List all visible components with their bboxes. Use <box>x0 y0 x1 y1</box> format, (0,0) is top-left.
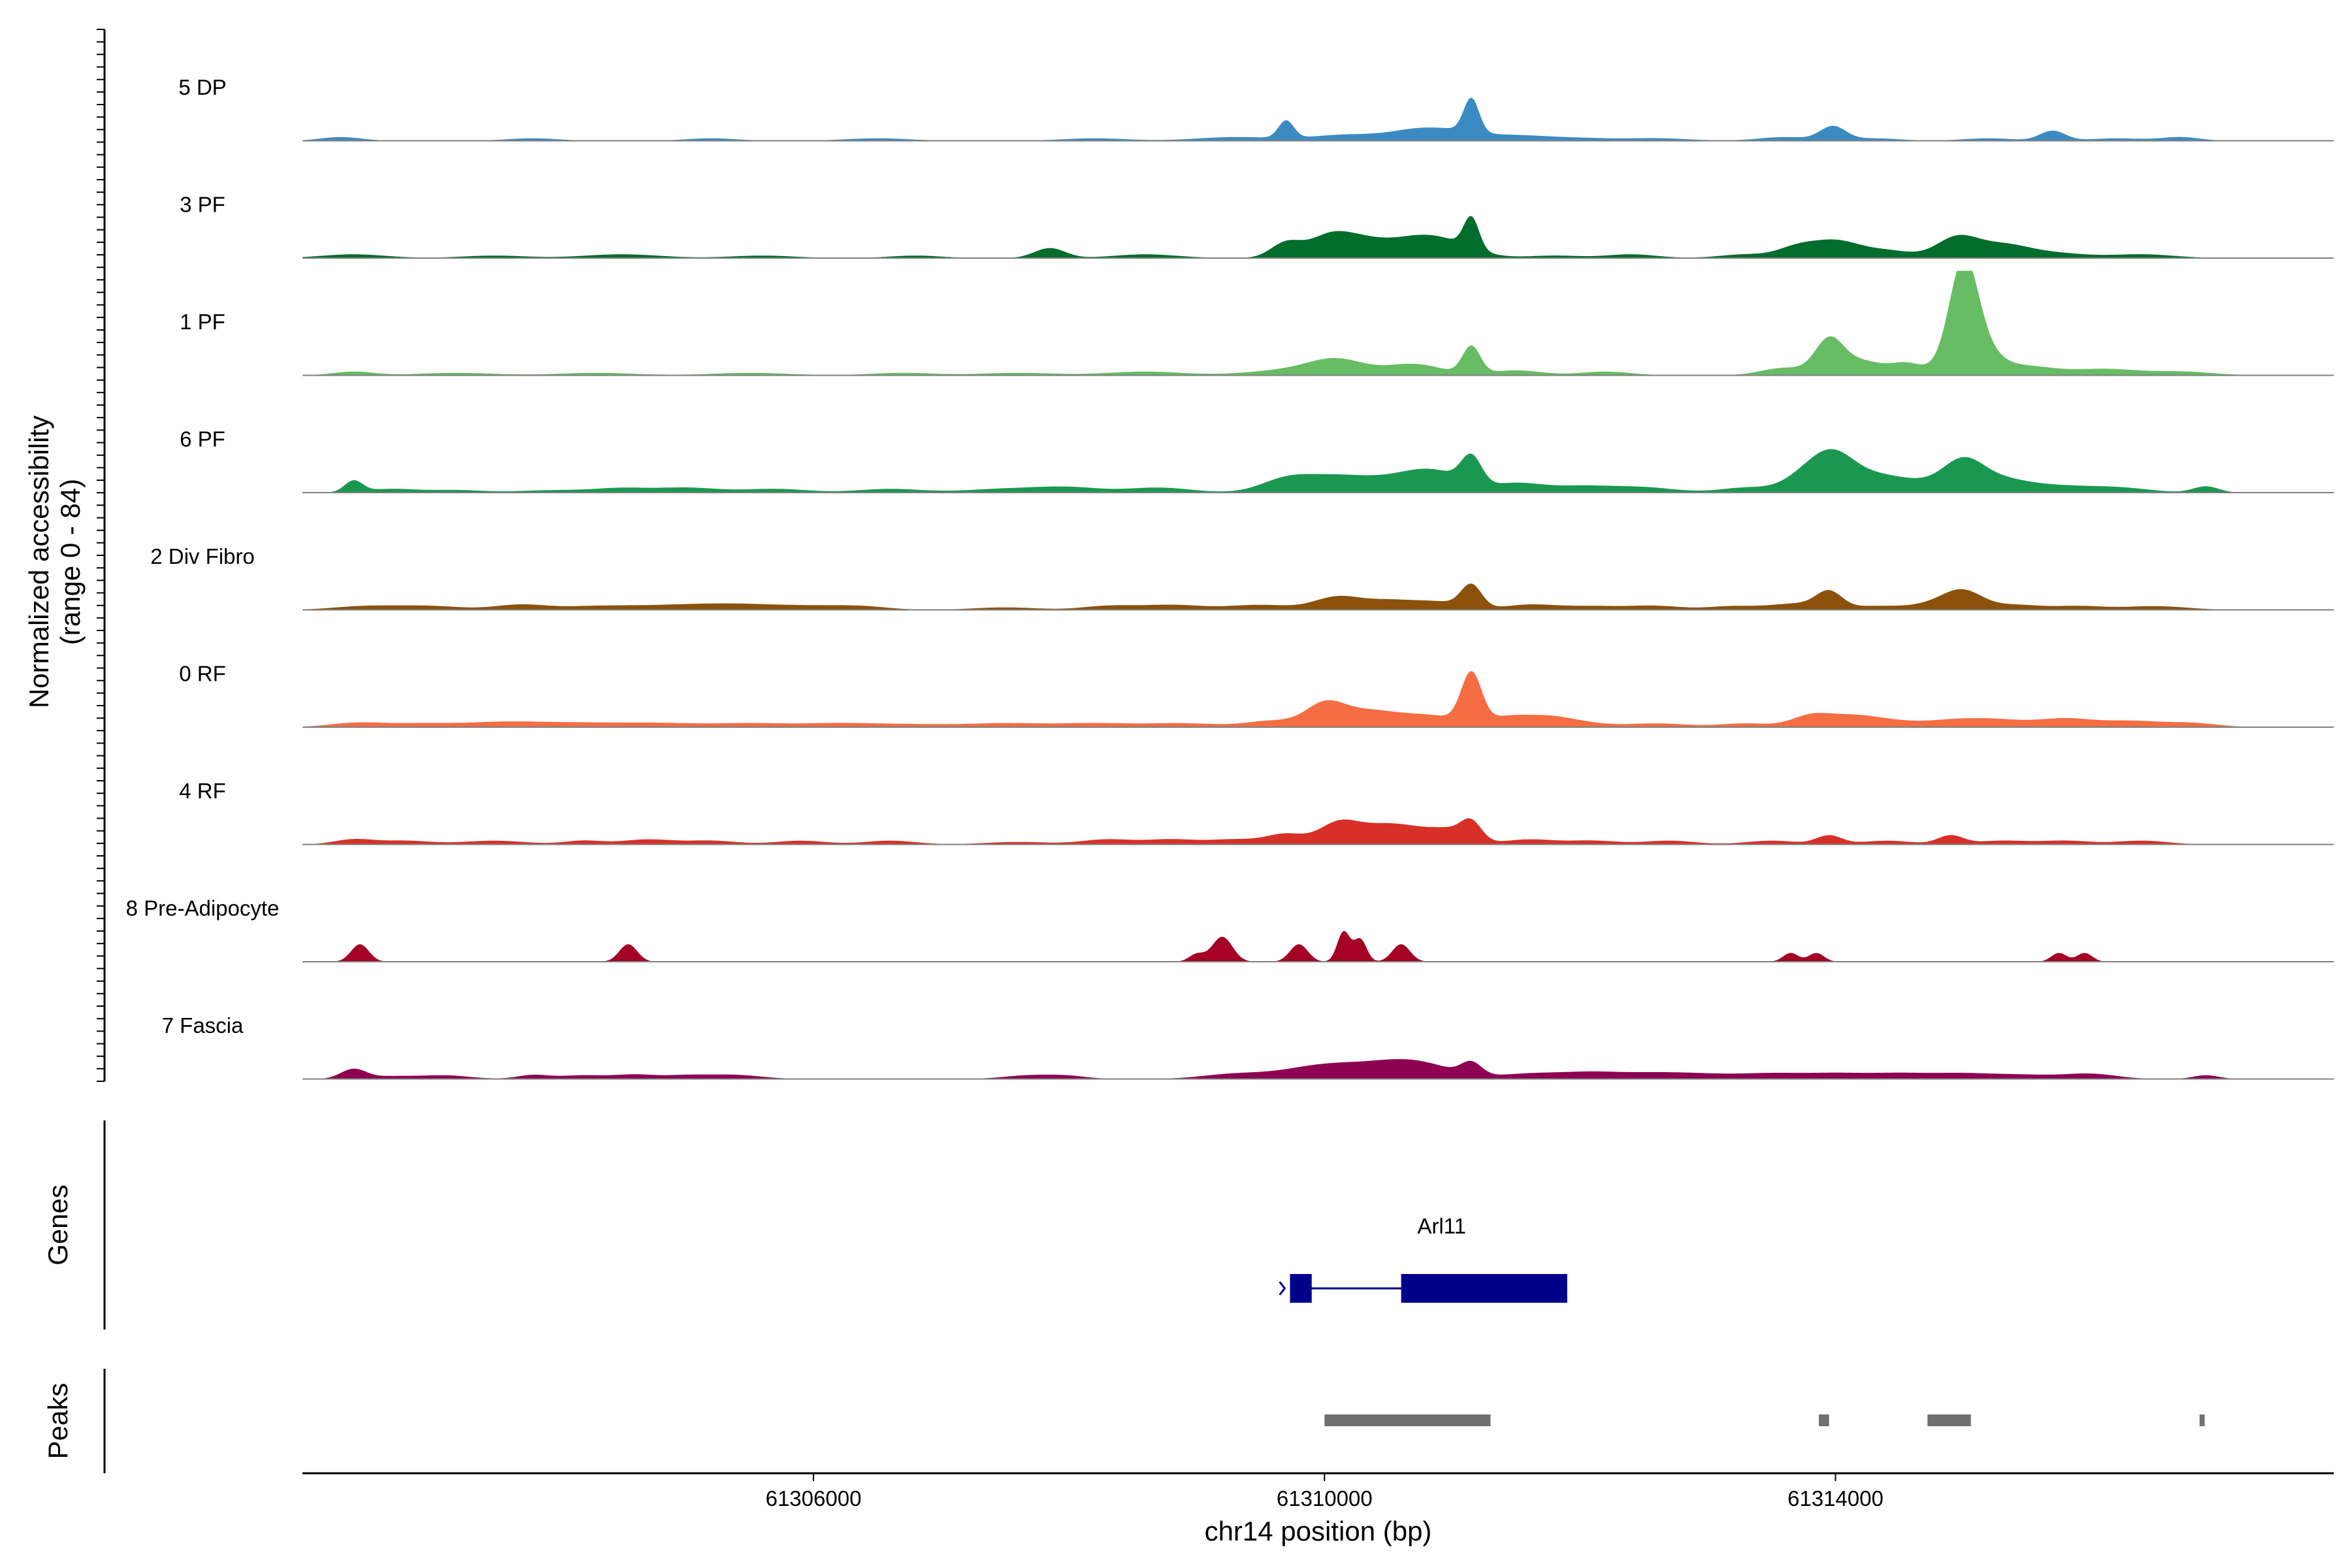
peaks-panel: Peaks <box>42 1369 2205 1473</box>
gene-exon <box>1401 1274 1567 1303</box>
coverage-track-0-rf: 0 RF <box>179 662 2334 728</box>
genes-y-label: Genes <box>42 1184 73 1266</box>
coverage-area <box>302 449 2334 493</box>
coverage-area <box>302 270 2334 376</box>
peak-region <box>2199 1414 2205 1426</box>
gene-exon <box>1290 1274 1312 1303</box>
coverage-track-6-pf: 6 PF <box>180 427 2334 493</box>
coverage-area <box>302 583 2334 610</box>
coverage-track-1-pf: 1 PF <box>180 270 2334 376</box>
coverage-area <box>302 671 2334 727</box>
x-tick-label: 61310000 <box>1277 1486 1373 1511</box>
track-label: 0 RF <box>179 662 226 686</box>
coverage-area <box>302 216 2334 258</box>
genes-panel: Genes Arl11 <box>42 1120 1567 1330</box>
track-label: 6 PF <box>180 427 225 451</box>
coverage-y-label-line1: Normalized accessibility <box>24 416 54 708</box>
gene-strand-arrow <box>1279 1281 1286 1296</box>
coverage-track-3-pf: 3 PF <box>180 193 2334 259</box>
x-axis: 61306000 61310000 61314000 chr14 position (… <box>302 1472 2334 1546</box>
coverage-track-2-div-fibro: 2 Div Fibro <box>150 544 2334 611</box>
x-tick-label: 61314000 <box>1788 1486 1884 1511</box>
track-label: 8 Pre-Adipocyte <box>126 896 280 921</box>
coverage-y-label-line2: (range 0 - 84) <box>55 479 86 645</box>
x-tick-label: 61306000 <box>766 1486 862 1511</box>
coverage-area <box>302 818 2334 845</box>
track-label: 3 PF <box>180 193 225 217</box>
gene-name-label: Arl11 <box>1417 1214 1466 1238</box>
track-label: 2 Div Fibro <box>150 544 255 568</box>
coverage-y-label: Normalized accessibility(range 0 - 84) <box>24 416 86 708</box>
coverage-track-4-rf: 4 RF <box>179 779 2334 845</box>
x-axis-label: chr14 position (bp) <box>1205 1516 1432 1546</box>
peak-region <box>1324 1414 1491 1426</box>
coverage-track-8-pre-adipocyte: 8 Pre-Adipocyte <box>126 896 2334 962</box>
peaks-y-label: Peaks <box>42 1383 73 1460</box>
track-label: 5 DP <box>178 75 226 99</box>
coverage-panel: 5 DP 3 PF 1 PF 6 PF 2 Div Fibro 0 RF 4 RF 8 Pre… <box>24 29 2334 1082</box>
track-label: 7 Fascia <box>162 1013 244 1037</box>
peak-region <box>1818 1414 1829 1426</box>
coverage-area <box>302 1059 2334 1079</box>
coverage-area <box>302 97 2334 141</box>
track-label: 1 PF <box>180 310 225 334</box>
track-label: 4 RF <box>179 779 226 803</box>
coverage-track-5-dp: 5 DP <box>178 75 2334 142</box>
coverage-track-7-fascia: 7 Fascia <box>162 1013 2334 1080</box>
peak-region <box>1927 1414 1971 1426</box>
